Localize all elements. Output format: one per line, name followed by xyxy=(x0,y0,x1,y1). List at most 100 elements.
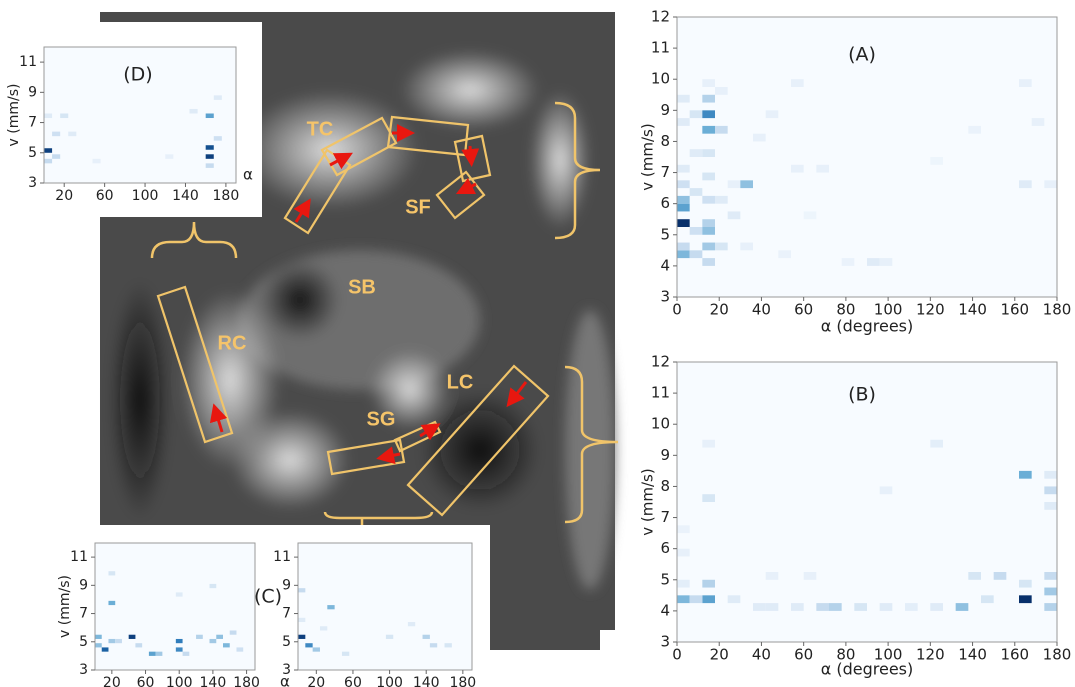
x-tick-label: 20 xyxy=(103,675,121,687)
y-tick-label: 5 xyxy=(660,570,670,588)
heatmap-cell xyxy=(209,638,217,644)
x-tick-label: 80 xyxy=(836,646,855,664)
heatmap-cell xyxy=(1044,486,1057,495)
x-tick-label: 120 xyxy=(916,646,945,664)
y-tick-label: 10 xyxy=(651,70,670,88)
heatmap-cell xyxy=(689,188,703,196)
region-label: SG xyxy=(367,408,396,430)
heatmap-cell xyxy=(175,592,183,597)
heatmap-cell xyxy=(753,603,766,611)
x-axis-label: α (degrees) xyxy=(821,660,914,679)
chart-title: (B) xyxy=(848,384,876,406)
plot-frame xyxy=(43,46,237,184)
y-tick-label: 7 xyxy=(282,606,291,622)
chart-title: (D) xyxy=(123,64,152,86)
heatmap-cell xyxy=(753,133,766,142)
heatmap-cell xyxy=(677,94,690,103)
heatmap-cell xyxy=(1044,470,1057,479)
x-tick-label: 140 xyxy=(958,646,987,664)
heatmap-cell xyxy=(115,638,122,644)
x-tick-label: 80 xyxy=(836,301,855,319)
x-tick-label: 180 xyxy=(449,675,476,687)
x-tick-label: 60 xyxy=(794,301,813,319)
heatmap-cell xyxy=(702,110,715,119)
y-tick-label: 5 xyxy=(282,634,291,650)
y-tick-label: 9 xyxy=(28,84,37,100)
heatmap-cell xyxy=(727,595,741,604)
y-tick-label: 3 xyxy=(28,175,37,191)
heatmap-cell xyxy=(92,158,101,164)
x-tick-label: 60 xyxy=(344,675,362,687)
heatmap-cell xyxy=(298,634,306,639)
heatmap-cell xyxy=(740,242,753,251)
heatmap-cell xyxy=(422,634,430,639)
heatmap-cell xyxy=(803,211,817,220)
heatmap-cell xyxy=(175,647,183,652)
heatmap-cell xyxy=(60,113,69,119)
heatmap-cell xyxy=(677,595,690,604)
x-tick-label: 60 xyxy=(96,188,114,204)
region-labels: TC SF SB RC LC SG xyxy=(218,118,474,430)
y-tick-label: 9 xyxy=(282,577,291,593)
heatmap-cell xyxy=(702,219,715,227)
heatmap-cell xyxy=(689,110,703,119)
heatmap-cell xyxy=(189,108,198,114)
heatmap-cell xyxy=(778,250,791,259)
heatmap-cell xyxy=(205,113,214,119)
heatmap-cell xyxy=(1019,595,1032,604)
heatmap-cell xyxy=(879,258,893,266)
heatmap-cell xyxy=(968,125,981,134)
x-tick-label: 180 xyxy=(1043,646,1072,664)
y-tick-label: 9 xyxy=(79,577,88,593)
plot-background xyxy=(44,47,236,183)
x-tick-label: 20 xyxy=(710,646,729,664)
heatmap-cell xyxy=(930,157,943,165)
y-axis-label: v (mm/s) xyxy=(57,575,73,638)
heatmap-cell xyxy=(993,572,1007,580)
heatmap-cell xyxy=(213,136,222,141)
heatmap-cell xyxy=(1019,180,1032,189)
heatmap-cell xyxy=(677,548,690,557)
heatmap-cell xyxy=(223,643,230,648)
heatmap-cell xyxy=(135,643,143,648)
x-tick-label: 40 xyxy=(752,646,771,664)
heatmap-cell xyxy=(702,227,715,235)
y-tick-label: 9 xyxy=(660,446,670,464)
heatmap-cell xyxy=(677,180,690,189)
heatmap-cell xyxy=(854,603,867,611)
y-tick-label: 11 xyxy=(651,384,670,402)
heatmap-cell xyxy=(341,651,350,656)
heatmap-cell xyxy=(702,125,715,134)
heatmap-cell xyxy=(677,250,690,259)
heatmap-cell xyxy=(816,603,829,611)
heatmap-cell xyxy=(196,634,203,639)
heatmap-cell xyxy=(791,603,804,611)
y-tick-label: 7 xyxy=(660,508,670,526)
heatmap-cell xyxy=(803,572,817,580)
heatmap-cell xyxy=(155,651,163,656)
y-tick-label: 7 xyxy=(79,606,88,622)
heatmap-cell xyxy=(930,603,943,611)
heatmap-cell xyxy=(101,647,109,652)
heatmap-cell xyxy=(407,622,416,627)
heatmap-cell xyxy=(213,95,222,100)
heatmap-cell xyxy=(1019,79,1032,87)
y-tick-label: 11 xyxy=(70,549,88,565)
y-tick-label: 10 xyxy=(651,415,670,433)
y-tick-label: 6 xyxy=(660,194,670,212)
region-label: TC xyxy=(307,118,334,140)
x-tick-label: 20 xyxy=(307,675,325,687)
y-tick-label: 8 xyxy=(660,477,670,495)
x-tick-label: 120 xyxy=(916,301,945,319)
heatmap-cell xyxy=(298,617,306,623)
heatmap-cell xyxy=(95,643,102,648)
y-axis-label: v (mm/s) xyxy=(6,84,22,147)
x-tick-label: 100 xyxy=(132,188,159,204)
x-tick-label: 100 xyxy=(874,301,903,319)
heatmap-cell xyxy=(305,643,313,648)
heatmap-cell xyxy=(385,634,394,639)
chart-title: (C) xyxy=(254,586,282,608)
x-tick-label: 100 xyxy=(166,675,193,687)
heatmap-cell xyxy=(702,258,715,266)
heatmap-cell xyxy=(165,154,174,159)
